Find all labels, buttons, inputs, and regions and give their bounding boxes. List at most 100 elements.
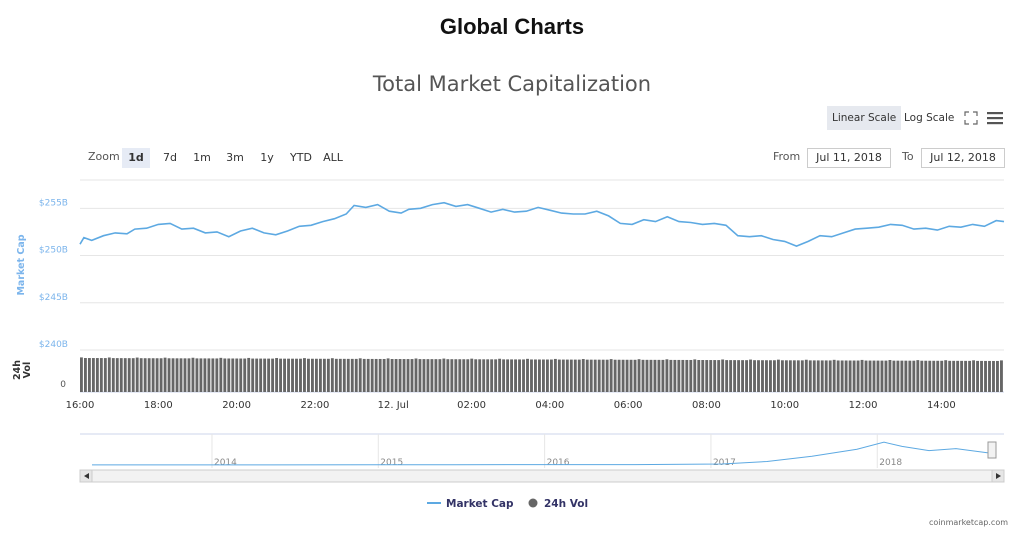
volume-bar (482, 359, 486, 392)
volume-bar (151, 358, 155, 392)
zoom-1m-button[interactable]: 1m (193, 151, 211, 164)
volume-bar (788, 360, 792, 392)
volume-bar (844, 360, 848, 392)
volume-bar (183, 358, 187, 392)
volume-bar (446, 359, 450, 392)
volume-bar (438, 359, 442, 392)
volume-bar (474, 359, 478, 392)
navigator-year-label: 2015 (380, 458, 403, 468)
zoom-ytd-button[interactable]: YTD (290, 151, 312, 164)
volume-bar (924, 360, 928, 392)
volume-bar (394, 359, 398, 392)
volume-bar (597, 359, 601, 392)
navigator-series-line (92, 441, 993, 466)
volume-bar (370, 358, 374, 392)
volume-bar (733, 360, 737, 392)
volume-bar (765, 360, 768, 392)
zoom-7d-button[interactable]: 7d (163, 151, 177, 164)
navigator-scrollbar[interactable] (79, 469, 1005, 483)
volume-bar (271, 358, 275, 392)
expand-icon[interactable] (963, 110, 979, 126)
volume-bar (414, 358, 418, 392)
zoom-1d-button[interactable]: 1d (122, 148, 150, 168)
volume-bar (769, 360, 772, 392)
volume-bar (884, 360, 888, 392)
volume-bar (322, 358, 326, 392)
volume-bar (804, 359, 808, 392)
volume-bar (932, 360, 936, 392)
volume-bar (840, 360, 844, 392)
volume-bar (685, 359, 689, 392)
volume-bar (279, 358, 283, 392)
volume-bar (717, 360, 721, 392)
scroll-right-button[interactable] (991, 469, 1005, 483)
legend-market-cap[interactable]: Market Cap (446, 498, 514, 510)
volume-bar (454, 359, 458, 392)
volume-bar (984, 360, 987, 392)
volume-bar (283, 358, 286, 392)
volume-bar (753, 360, 756, 392)
volume-bar (307, 358, 310, 392)
volume-bar (589, 359, 593, 392)
x-tick-label: 02:00 (457, 400, 486, 411)
volume-bar (410, 359, 414, 392)
x-tick-label: 16:00 (66, 400, 95, 411)
volume-bar (478, 359, 482, 392)
volume-bar (442, 358, 446, 392)
volume-bar (545, 359, 549, 392)
volume-bar (892, 360, 896, 392)
volume-bar (1000, 360, 1003, 392)
volume-bar (219, 357, 223, 392)
volume-bar (155, 358, 159, 392)
legend-24h-vol[interactable]: 24h Vol (544, 498, 588, 510)
scroll-left-button[interactable] (79, 469, 93, 483)
volume-bar (159, 358, 163, 392)
log-scale-button[interactable]: Log Scale (904, 112, 955, 124)
volume-bar (745, 360, 748, 392)
volume-bar (976, 360, 979, 392)
zoom-1y-button[interactable]: 1y (260, 151, 274, 164)
volume-bar (530, 359, 533, 392)
volume-bar (318, 358, 322, 392)
navigator-year-label: 2014 (214, 458, 237, 468)
volume-bar (996, 360, 999, 392)
volume-bar (490, 359, 494, 392)
volume-bar (581, 359, 585, 392)
volume-bar (816, 360, 820, 392)
volume-bar (625, 359, 629, 392)
volume-bar (761, 360, 764, 392)
navigator-year-label: 2016 (547, 458, 570, 468)
volume-bar (864, 360, 868, 392)
to-date-input[interactable]: Jul 12, 2018 (921, 148, 1005, 168)
volume-bar (848, 360, 852, 392)
volume-bar (390, 359, 394, 392)
navigator-handle[interactable] (987, 441, 997, 459)
volume-bar (127, 358, 131, 392)
volume-bar (462, 359, 466, 392)
volume-bar (223, 358, 227, 392)
volume-bar (167, 358, 171, 392)
x-tick-label: 12:00 (849, 400, 878, 411)
volume-bar (757, 360, 760, 392)
volume-bar (111, 358, 115, 392)
from-date-input[interactable]: Jul 11, 2018 (807, 148, 891, 168)
volume-bar (784, 360, 788, 392)
volume-bar (876, 360, 880, 392)
volume-bar (255, 358, 259, 392)
volume-bar (362, 358, 366, 392)
volume-bar (992, 360, 995, 392)
volume-bar (673, 359, 677, 392)
volume-bar (314, 358, 318, 392)
credit-link[interactable]: coinmarketcap.com (929, 518, 1008, 527)
volume-bar (542, 359, 545, 392)
zoom-all-button[interactable]: ALL (323, 151, 343, 164)
volume-bar (900, 360, 904, 392)
volume-bar (800, 360, 804, 392)
zoom-3m-button[interactable]: 3m (226, 151, 244, 164)
volume-bar (470, 358, 474, 392)
volume-bar (498, 358, 502, 392)
volume-bar (107, 357, 111, 392)
linear-scale-button[interactable]: Linear Scale (827, 106, 902, 130)
hamburger-menu-icon[interactable] (986, 110, 1004, 126)
legend-24h-vol-swatch (528, 498, 538, 508)
